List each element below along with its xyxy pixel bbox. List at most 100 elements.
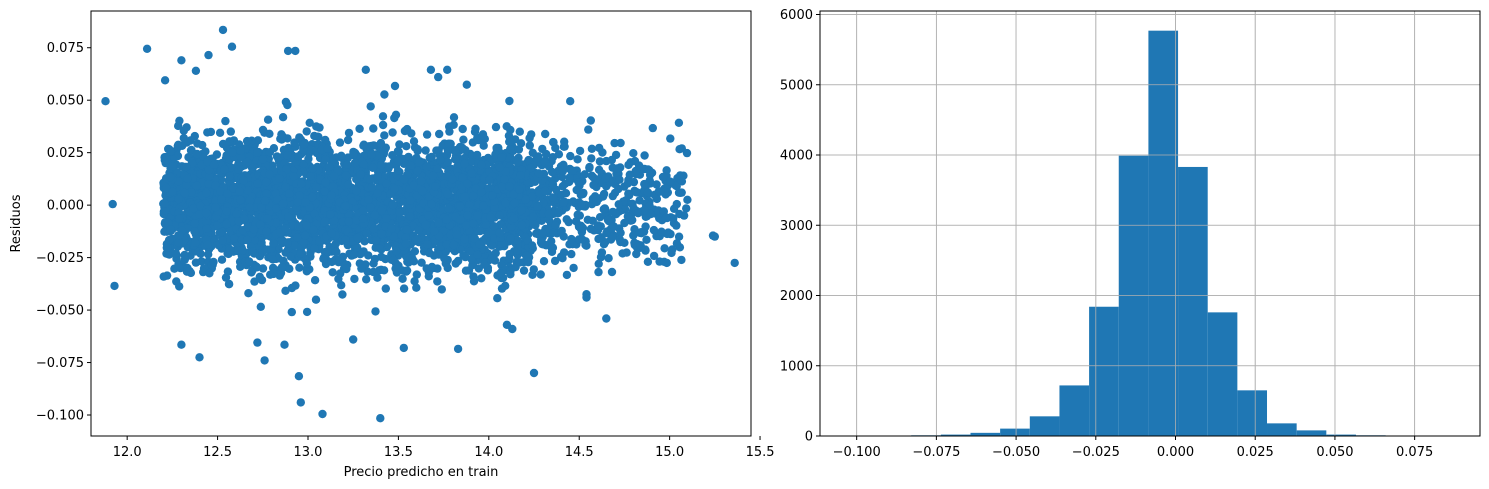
scatter-point [175,116,184,126]
scatter-point [458,143,467,153]
scatter-point [428,171,438,180]
scatter-point [417,186,427,196]
scatter-point [327,257,337,267]
scatter-point [242,157,252,167]
scatter-point [331,239,340,248]
scatter-point [410,247,420,256]
histogram-x-tick-label: −0.025 [1072,445,1120,460]
scatter-point [350,158,360,168]
scatter-point [221,273,231,282]
scatter-point [645,170,655,180]
scatter-point [513,236,522,245]
scatter-point [248,247,257,257]
scatter-point [585,162,594,172]
scatter-point [458,173,467,183]
histogram-x-tick-label: −0.075 [912,445,960,460]
scatter-point [277,263,287,272]
scatter-x-tick-label: 12.0 [113,445,142,460]
scatter-point [236,152,246,162]
scatter-point [283,46,293,56]
scatter-point [427,262,437,272]
scatter-point [225,245,235,254]
scatter-point [679,211,689,220]
scatter-point [308,192,317,202]
scatter-point [281,286,290,295]
scatter-point [491,248,500,258]
scatter-point [640,179,649,189]
scatter-point [253,148,262,157]
scatter-point [359,141,368,150]
scatter-point [453,344,463,354]
scatter-point [294,372,304,381]
scatter-point [445,127,454,136]
scatter-point [337,151,346,160]
scatter-point [662,229,672,239]
scatter-point [515,127,524,136]
scatter-point [666,177,675,186]
scatter-point [310,209,319,219]
scatter-point [325,162,334,172]
scatter-point [609,222,618,231]
scatter-point [168,187,177,197]
scatter-point [394,157,403,166]
scatter-point [202,188,211,198]
scatter-x-tick-label: 15.5 [746,445,775,460]
scatter-point [487,241,497,250]
scatter-point [108,199,117,209]
scatter-point [646,209,655,219]
scatter-point [629,231,638,240]
scatter-point [575,146,585,156]
scatter-point [226,127,235,136]
scatter-point [452,230,462,239]
scatter-point [160,76,170,85]
scatter-point [568,166,578,175]
scatter-point [463,179,472,189]
scatter-point [496,269,505,278]
scatter-point [495,228,505,238]
scatter-point [578,235,587,244]
scatter-point [357,264,366,273]
scatter-point [433,164,442,173]
scatter-point [477,274,486,283]
scatter-point [165,250,174,259]
scatter-point [161,206,170,215]
scatter-point [245,196,255,205]
scatter-point [660,244,669,253]
histogram-x-axis-ticks: −0.100 −0.075 −0.050 −0.025 0.000 0.025 0.050 0… [833,436,1433,460]
scatter-point [573,155,582,164]
scatter-point [390,184,399,194]
scatter-point [590,192,600,201]
scatter-point [414,158,424,167]
scatter-point [319,254,328,263]
histogram-y-tick-label: 3000 [780,219,813,234]
scatter-point [295,191,304,200]
scatter-point [521,195,530,204]
scatter-point [387,224,396,233]
scatter-point [469,191,478,201]
scatter-point [332,247,341,257]
scatter-point [599,189,609,199]
scatter-point [193,139,202,148]
scatter-point [286,252,295,261]
scatter-point [422,162,431,172]
scatter-point [204,50,213,60]
scatter-point [250,277,259,286]
scatter-point [388,128,397,137]
scatter-point [278,113,288,122]
scatter-point [465,200,474,210]
scatter-point [567,234,576,244]
scatter-point [271,204,281,213]
scatter-point [440,254,449,263]
scatter-point [608,232,617,242]
scatter-point [463,211,472,220]
scatter-point [672,239,682,248]
scatter-point [168,162,177,171]
scatter-point [358,214,368,223]
scatter-point [600,204,609,213]
scatter-point [190,219,200,228]
scatter-point [623,212,632,221]
scatter-point [370,211,380,220]
scatter-point [615,175,624,184]
scatter-point [353,233,362,243]
scatter-point [263,115,273,124]
